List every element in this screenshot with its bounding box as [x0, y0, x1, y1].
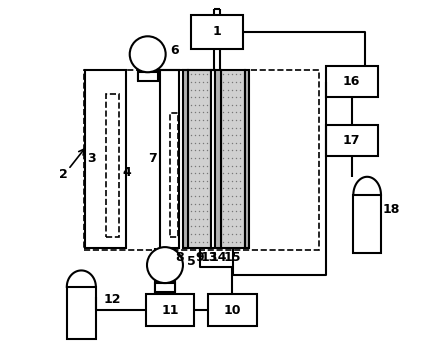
Bar — [160, 70, 179, 248]
Bar — [67, 287, 96, 339]
Bar — [106, 94, 119, 237]
Bar — [155, 283, 175, 292]
Text: 1: 1 — [212, 25, 221, 38]
Text: 10: 10 — [224, 304, 241, 316]
Bar — [215, 70, 221, 248]
Text: 5: 5 — [187, 255, 196, 268]
Text: 3: 3 — [87, 152, 95, 165]
Bar — [221, 70, 245, 248]
Bar — [245, 70, 249, 248]
Bar — [170, 113, 178, 237]
Text: 6: 6 — [170, 44, 178, 57]
Bar — [84, 70, 319, 249]
Text: 8: 8 — [175, 251, 184, 264]
Text: 16: 16 — [343, 75, 360, 88]
Bar — [211, 70, 215, 248]
Circle shape — [130, 36, 166, 72]
Bar — [183, 70, 188, 248]
Text: 14: 14 — [209, 251, 226, 264]
Bar — [138, 72, 158, 81]
Text: 11: 11 — [162, 304, 179, 316]
Bar — [353, 195, 381, 253]
Text: 17: 17 — [343, 134, 361, 147]
Bar — [146, 295, 194, 325]
Bar — [85, 70, 126, 248]
Text: 13: 13 — [201, 251, 218, 264]
Bar — [326, 66, 377, 98]
Text: 4: 4 — [123, 167, 131, 179]
Text: 15: 15 — [224, 251, 242, 264]
Text: 7: 7 — [148, 152, 157, 165]
Bar — [208, 295, 257, 325]
Text: 12: 12 — [104, 293, 121, 306]
Text: 18: 18 — [383, 203, 400, 216]
Circle shape — [147, 247, 183, 283]
Bar — [326, 125, 377, 156]
Text: 2: 2 — [59, 168, 67, 181]
Text: 9: 9 — [195, 251, 204, 264]
Bar — [188, 70, 211, 248]
Bar — [191, 15, 243, 49]
